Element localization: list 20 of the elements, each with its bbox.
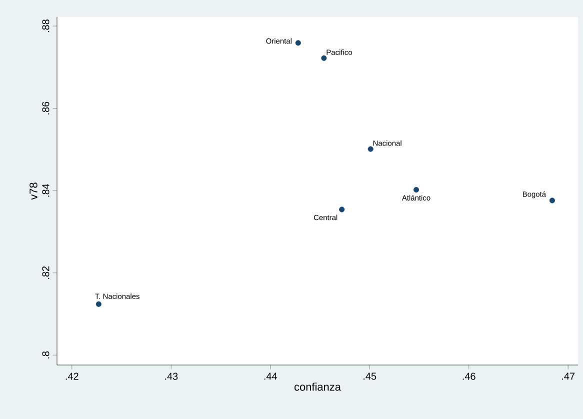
point <box>321 55 327 61</box>
point <box>96 301 102 307</box>
x-tick-label: .47 <box>562 372 575 380</box>
y-tick-label: .86 <box>42 102 50 114</box>
point <box>549 198 555 204</box>
y-tick-label: .82 <box>42 266 50 279</box>
x-axis-title: confianza <box>294 382 341 391</box>
x-tick-label: .46 <box>462 372 476 380</box>
x-tick-label: .43 <box>165 372 178 380</box>
point <box>368 146 374 152</box>
y-tick-label: .88 <box>42 20 50 32</box>
y-axis-title: v78 <box>30 182 38 200</box>
point <box>413 186 420 193</box>
x-tick-label: .42 <box>66 372 78 380</box>
x-tick-label: .45 <box>364 372 376 380</box>
y-tick-label: .8 <box>42 351 50 358</box>
point <box>295 40 301 46</box>
y-tick-label: .84 <box>42 184 50 197</box>
point <box>339 206 345 212</box>
x-tick-label: .44 <box>264 372 278 380</box>
